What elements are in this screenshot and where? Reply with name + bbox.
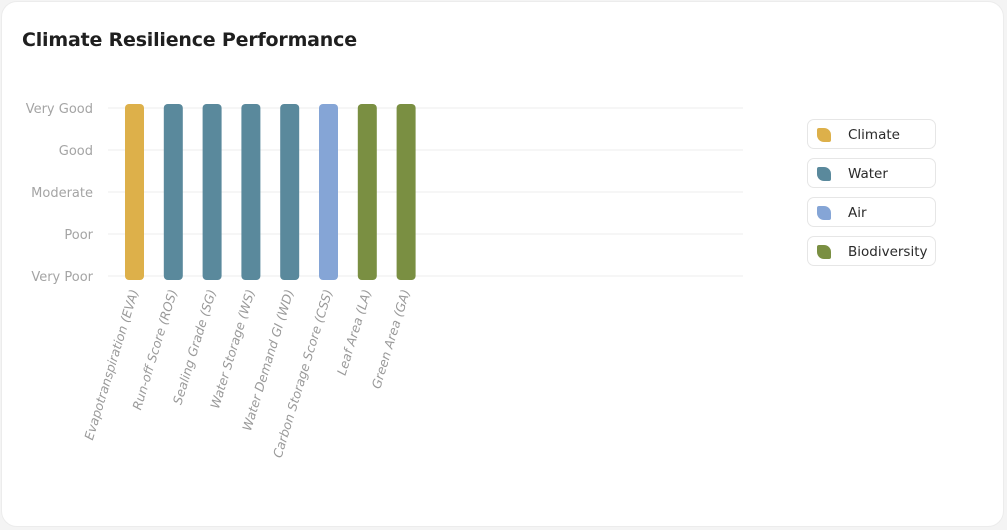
legend-item-air[interactable]: Air	[807, 197, 936, 227]
legend-swatch-water	[817, 167, 831, 181]
legend-item-water[interactable]: Water	[807, 158, 936, 188]
legend: Climate Water Air Biodiversity	[807, 119, 936, 275]
y-tick-label: Good	[59, 144, 93, 159]
bar	[357, 104, 377, 280]
bar	[202, 104, 222, 280]
bar	[241, 104, 261, 280]
legend-label: Climate	[848, 127, 900, 143]
bar	[125, 104, 144, 280]
legend-item-climate[interactable]: Climate	[807, 119, 936, 149]
bar	[319, 104, 338, 280]
bar	[163, 104, 183, 280]
y-tick-label: Poor	[64, 228, 93, 243]
bar	[280, 104, 300, 280]
legend-label: Biodiversity	[848, 244, 928, 260]
legend-item-biodiversity[interactable]: Biodiversity	[807, 236, 936, 266]
chart-title: Climate Resilience Performance	[22, 29, 357, 51]
x-tick-label: Green Area (GA)	[368, 287, 412, 390]
legend-swatch-climate	[817, 128, 831, 142]
legend-label: Water	[848, 166, 888, 182]
bar	[396, 104, 416, 280]
x-tick-label: Evapotranspiration (EVA)	[81, 287, 141, 441]
legend-label: Air	[848, 205, 867, 221]
legend-swatch-air	[817, 206, 831, 220]
x-tick-label: Leaf Area (LA)	[334, 287, 374, 376]
y-tick-label: Very Good	[26, 102, 93, 117]
y-tick-label: Very Poor	[31, 270, 93, 285]
y-tick-label: Moderate	[31, 186, 93, 201]
legend-swatch-biodiversity	[817, 245, 831, 259]
